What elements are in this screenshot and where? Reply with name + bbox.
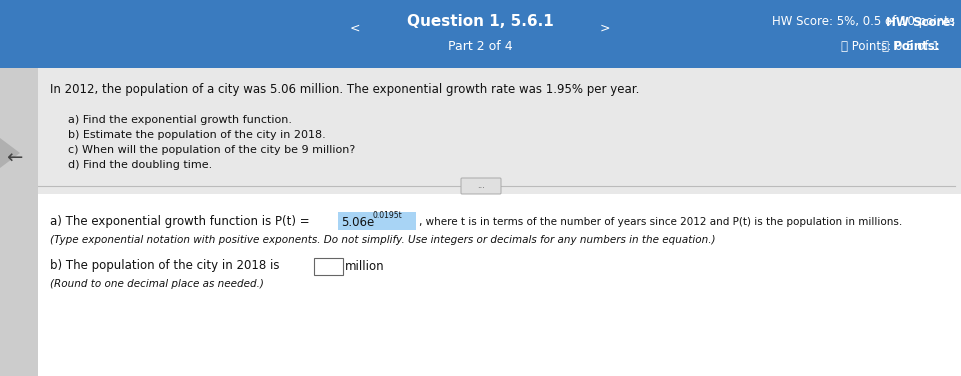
- Text: >: >: [599, 21, 609, 35]
- Bar: [0, 68, 38, 376]
- FancyBboxPatch shape: [314, 258, 343, 274]
- Text: 0.0195t: 0.0195t: [373, 211, 403, 220]
- Text: b) The population of the city in 2018 is: b) The population of the city in 2018 is: [50, 259, 280, 273]
- Text: ⓘ Points:: ⓘ Points:: [881, 39, 939, 53]
- Text: Part 2 of 4: Part 2 of 4: [447, 39, 512, 53]
- Bar: [0, 0, 961, 68]
- Polygon shape: [0, 138, 20, 168]
- Text: In 2012, the population of a city was 5.06 million. The exponential growth rate : In 2012, the population of a city was 5.…: [50, 83, 639, 97]
- Bar: [0, 68, 961, 376]
- Text: ←: ←: [6, 149, 22, 167]
- Text: <: <: [350, 21, 359, 35]
- Text: a) Find the exponential growth function.: a) Find the exponential growth function.: [68, 115, 292, 125]
- Text: 5.06e: 5.06e: [340, 215, 374, 229]
- Text: Question 1, 5.6.1: Question 1, 5.6.1: [407, 15, 553, 29]
- Text: HW Score: 5%, 0.5 of 10 points: HW Score: 5%, 0.5 of 10 points: [771, 15, 954, 29]
- Text: , where t is in terms of the number of years since 2012 and P(t) is the populati: , where t is in terms of the number of y…: [419, 217, 901, 227]
- Text: (Type exponential notation with positive exponents. Do not simplify. Use integer: (Type exponential notation with positive…: [50, 235, 715, 245]
- Text: b) Estimate the population of the city in 2018.: b) Estimate the population of the city i…: [68, 130, 326, 140]
- Text: HW Score:: HW Score:: [885, 15, 954, 29]
- Text: million: million: [345, 259, 384, 273]
- Bar: [38, 194, 961, 376]
- Text: a) The exponential growth function is P(t) =: a) The exponential growth function is P(…: [50, 215, 313, 229]
- Text: ⓘ Points: 0.5 of 1: ⓘ Points: 0.5 of 1: [840, 39, 939, 53]
- Text: c) When will the population of the city be 9 million?: c) When will the population of the city …: [68, 145, 355, 155]
- FancyBboxPatch shape: [460, 178, 501, 194]
- Text: (Round to one decimal place as needed.): (Round to one decimal place as needed.): [50, 279, 263, 289]
- Text: d) Find the doubling time.: d) Find the doubling time.: [68, 160, 212, 170]
- Text: ...: ...: [477, 182, 484, 191]
- FancyBboxPatch shape: [337, 212, 415, 230]
